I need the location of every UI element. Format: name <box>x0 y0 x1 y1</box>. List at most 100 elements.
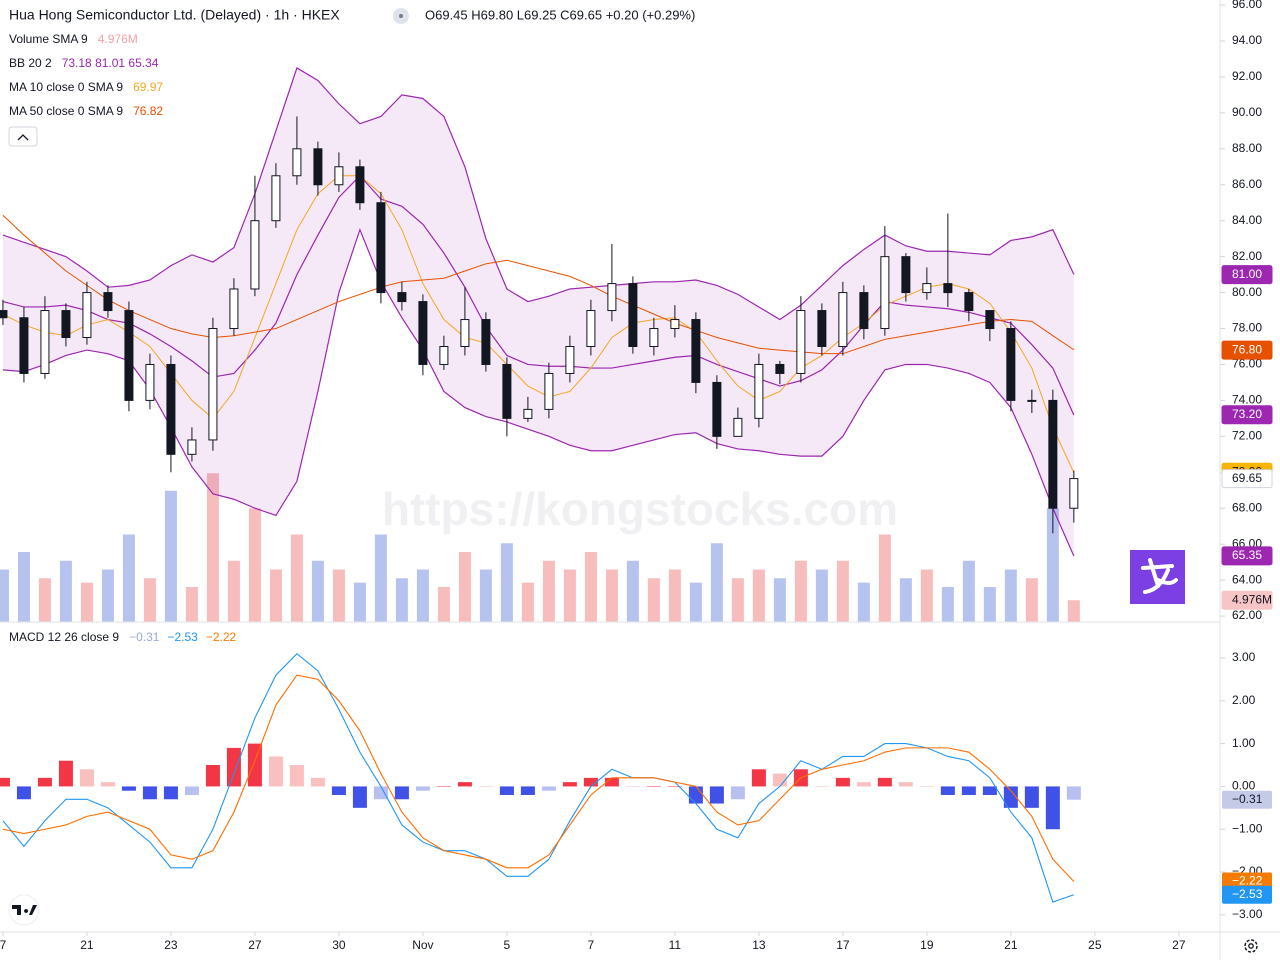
volume-bar <box>983 587 996 622</box>
volume-bar <box>899 578 912 622</box>
histogram-bar <box>856 782 871 787</box>
y-tick-label: 94.00 <box>1232 33 1262 47</box>
histogram-bar <box>16 786 31 800</box>
candle-body <box>439 345 449 365</box>
volume-bar <box>374 534 387 622</box>
candle-body <box>292 148 302 177</box>
macd-badge-label: −2.53 <box>1232 887 1263 901</box>
price-badge <box>1221 546 1273 566</box>
candle-body <box>964 292 974 312</box>
y-tick-label: 3.00 <box>1232 650 1256 664</box>
histogram-bar <box>583 777 598 787</box>
volume-bar <box>0 569 9 622</box>
y-tick-label: 74.00 <box>1232 393 1262 407</box>
legend-label: MA 10 close 0 SMA 9 <box>9 80 123 94</box>
price-badge <box>1221 405 1273 425</box>
histogram-bar <box>331 786 346 795</box>
site-logo-glyph <box>1141 558 1178 594</box>
histogram-bar <box>352 786 367 808</box>
histogram-bar <box>541 786 556 791</box>
y-tick-label: 1.00 <box>1232 736 1256 750</box>
x-tick-label: 7 <box>0 938 7 952</box>
candle-body <box>376 202 386 294</box>
volume-bar <box>164 490 177 622</box>
macd-line <box>2 674 1075 882</box>
candle-body <box>103 292 113 312</box>
legend-value: 4.976M <box>98 32 138 46</box>
volume-bar <box>59 560 72 622</box>
legend-label: Volume SMA 9 <box>9 32 88 46</box>
y-tick-label: −1.00 <box>1232 821 1263 835</box>
histogram-bar <box>919 786 934 787</box>
volume-bar <box>1004 569 1017 622</box>
candle-body <box>733 417 743 437</box>
histogram-bar <box>604 777 619 787</box>
histogram-bar <box>436 786 451 787</box>
volume-bar <box>605 569 618 622</box>
histogram-bar <box>499 786 514 795</box>
volume-bar <box>1046 508 1059 622</box>
candle-body <box>418 301 428 365</box>
x-tick-label: 27 <box>248 938 262 952</box>
candle-body <box>1048 399 1058 509</box>
candle-body <box>775 363 785 374</box>
histogram-bar <box>730 786 745 800</box>
price-badge <box>1221 265 1273 285</box>
histogram-bar <box>961 786 976 795</box>
volume-bar <box>584 552 597 622</box>
candle-body <box>1006 328 1016 401</box>
histogram-bar <box>142 786 157 800</box>
gear-inner <box>1248 943 1254 949</box>
candle-body <box>943 283 953 294</box>
candle-body <box>334 166 344 186</box>
volume-bar <box>185 587 198 622</box>
y-tick-label: 92.00 <box>1232 69 1262 83</box>
indicator-line <box>2 175 1075 474</box>
volume-bar <box>353 582 366 622</box>
candle-body <box>523 408 533 419</box>
volume-bar <box>17 552 30 622</box>
candle-body <box>187 439 197 455</box>
x-tick-label: 25 <box>1088 938 1102 952</box>
x-tick-label: 7 <box>588 938 595 952</box>
histogram-bar <box>58 760 73 787</box>
band-fill <box>2 67 1074 557</box>
volume-bar <box>941 587 954 622</box>
volume-bar <box>878 534 891 622</box>
price-badge-label: 69.65 <box>1232 471 1262 485</box>
volume-bar <box>1067 600 1080 622</box>
histogram-bar <box>562 782 577 787</box>
volume-bar <box>773 578 786 622</box>
back-layer: https://kongstocks.com <box>0 4 1225 936</box>
price-badge <box>1221 469 1273 489</box>
volume-bar <box>458 552 471 622</box>
y-tick-label: −3.00 <box>1232 907 1263 921</box>
volume-bar <box>668 569 681 622</box>
price-badge <box>1221 340 1273 360</box>
volume-bar <box>1025 578 1038 622</box>
macd-line <box>2 652 1075 903</box>
legend-label: BB 20 2 <box>9 56 52 70</box>
candle-body <box>166 363 176 455</box>
candle-body <box>754 363 764 419</box>
y-tick-label: 88.00 <box>1232 141 1262 155</box>
settings-gear[interactable] <box>1244 939 1258 953</box>
histogram-bar <box>520 786 535 795</box>
price-badge <box>1221 590 1273 610</box>
legend-label: MA 50 close 0 SMA 9 <box>9 104 123 118</box>
candle-body <box>922 283 932 294</box>
chart-title: Hua Hong Semiconductor Ltd. (Delayed) · … <box>9 7 340 23</box>
watermark: https://kongstocks.com <box>382 483 898 535</box>
volume-bar <box>731 578 744 622</box>
candle-body <box>502 363 512 419</box>
histogram-bar <box>814 786 829 787</box>
histogram-bar <box>205 765 220 787</box>
collapse-button[interactable] <box>8 126 38 147</box>
histogram-bar <box>0 777 10 787</box>
candle-body <box>712 381 722 437</box>
macd-legend-label: MACD 12 26 close 9 <box>9 630 119 644</box>
volume-bar <box>332 569 345 622</box>
candle-body <box>880 256 890 330</box>
candle-body <box>565 345 575 374</box>
